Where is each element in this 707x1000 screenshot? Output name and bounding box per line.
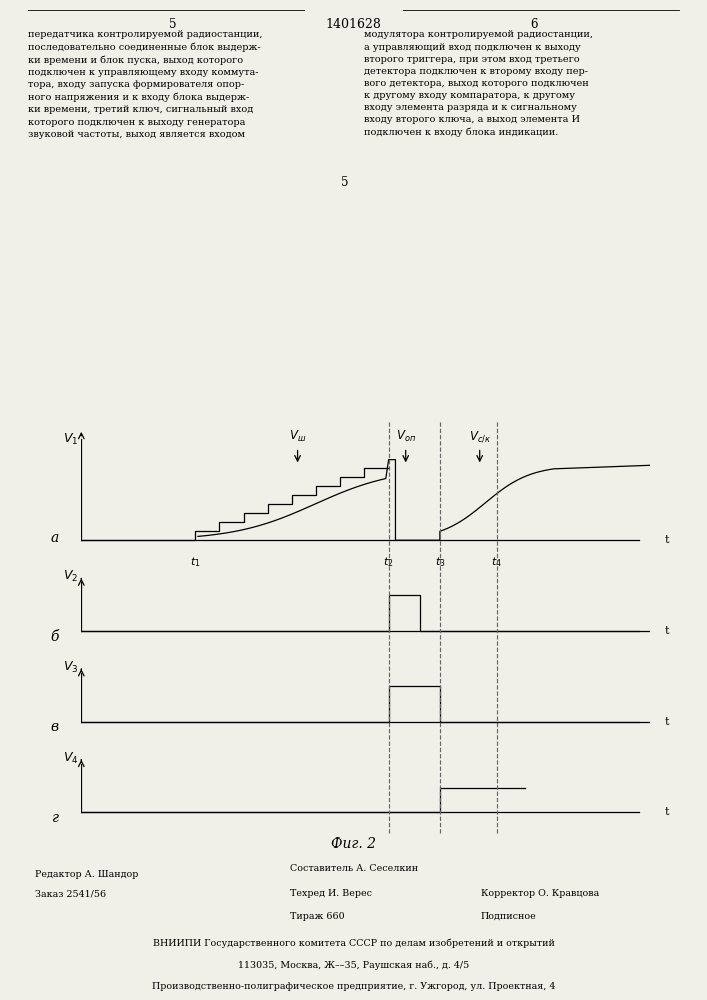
- Text: $V_1$: $V_1$: [63, 432, 78, 447]
- Text: Техред И. Верес: Техред И. Верес: [290, 889, 372, 898]
- Text: Редактор А. Шандор: Редактор А. Шандор: [35, 870, 139, 879]
- Text: 1401628: 1401628: [325, 18, 382, 31]
- Text: t: t: [665, 807, 669, 817]
- Text: передатчика контролируемой радиостанции,
последовательно соединенные блок выдерж: передатчика контролируемой радиостанции,…: [28, 30, 263, 139]
- Text: Производственно-полиграфическое предприятие, г. Ужгород, ул. Проектная, 4: Производственно-полиграфическое предприя…: [152, 982, 555, 991]
- Text: 6: 6: [530, 18, 537, 31]
- Text: $V_2$: $V_2$: [64, 569, 78, 584]
- Text: г: г: [52, 811, 59, 825]
- Text: $V_{оп}$: $V_{оп}$: [396, 428, 416, 444]
- Text: $V_4$: $V_4$: [63, 751, 78, 766]
- Text: ВНИИПИ Государственного комитета СССР по делам изобретений и открытий: ВНИИПИ Государственного комитета СССР по…: [153, 938, 554, 948]
- Text: 113035, Москва, Ж––35, Раушская наб., д. 4/5: 113035, Москва, Ж––35, Раушская наб., д.…: [238, 961, 469, 970]
- Text: $t_2$: $t_2$: [383, 555, 394, 569]
- Text: Составитель А. Сеселкин: Составитель А. Сеселкин: [290, 864, 418, 873]
- Text: Тираж 660: Тираж 660: [290, 912, 344, 921]
- Text: Подписное: Подписное: [481, 912, 537, 921]
- Text: $t_4$: $t_4$: [491, 555, 502, 569]
- Text: t: t: [665, 535, 669, 545]
- Text: a: a: [50, 531, 59, 545]
- Text: Заказ 2541/56: Заказ 2541/56: [35, 889, 107, 898]
- Text: $V_{ш}$: $V_{ш}$: [289, 428, 306, 444]
- Text: $t_1$: $t_1$: [190, 555, 200, 569]
- Text: Фиг. 2: Фиг. 2: [331, 837, 376, 851]
- Text: $V_{с/к}$: $V_{с/к}$: [469, 429, 491, 444]
- Text: t: t: [665, 626, 669, 636]
- Text: 5: 5: [170, 18, 177, 31]
- Text: Корректор О. Кравцова: Корректор О. Кравцова: [481, 889, 599, 898]
- Text: модулятора контролируемой радиостанции,
а управляющий вход подключен к выходу
вт: модулятора контролируемой радиостанции, …: [364, 30, 593, 137]
- Text: t: t: [665, 717, 669, 727]
- Text: $t_3$: $t_3$: [435, 555, 445, 569]
- Text: в: в: [50, 720, 59, 734]
- Text: $V_3$: $V_3$: [63, 660, 78, 675]
- Text: 5: 5: [341, 176, 348, 189]
- Text: б: б: [50, 630, 59, 644]
